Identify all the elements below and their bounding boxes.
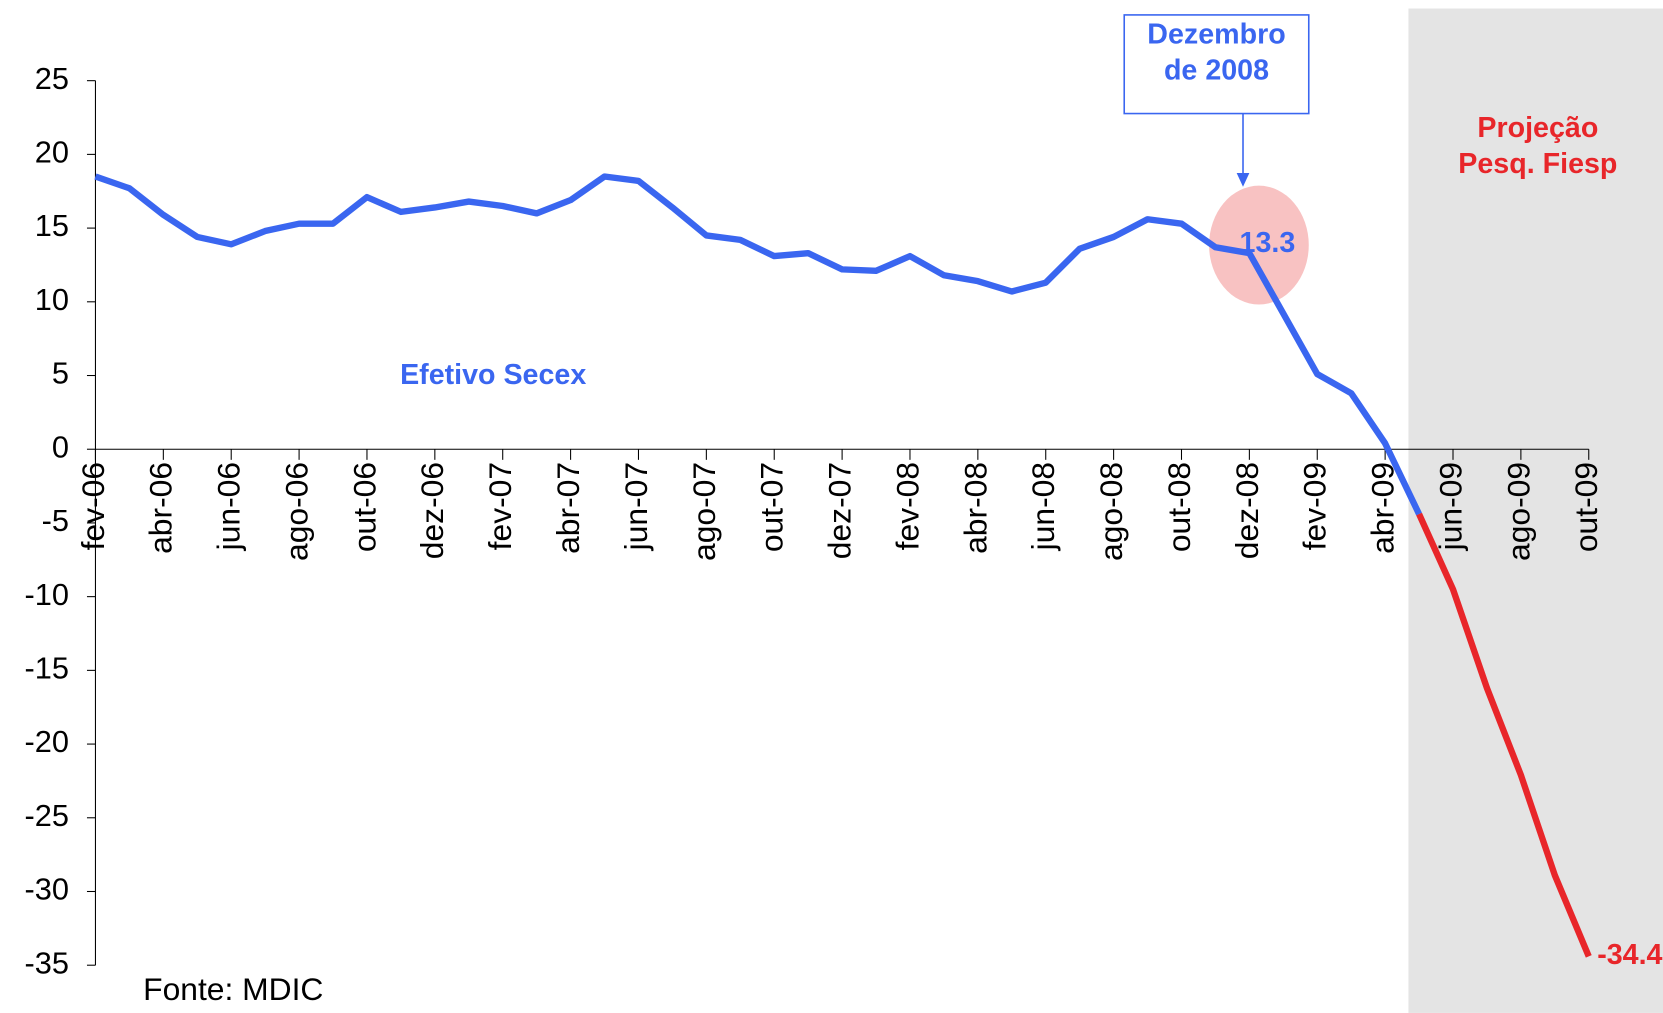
- series-line: [94, 173, 1422, 516]
- x-tick-label: out-06: [346, 462, 382, 552]
- x-tick-label: out-07: [754, 462, 790, 552]
- y-tick-label: 25: [35, 61, 69, 96]
- legend-fo: Projeção Pesq. Fiesp: [1458, 111, 1618, 180]
- data-label: -34.4: [1597, 939, 1662, 971]
- x-tick-label: fev-07: [482, 462, 518, 550]
- x-tick-label: ago-06: [278, 462, 314, 561]
- arrow-head: [1236, 172, 1250, 187]
- annotation-fo: Dezembro de 2008: [1147, 18, 1286, 86]
- projection-region: [1408, 8, 1663, 1013]
- x-tick-label: jun-06: [211, 462, 247, 551]
- x-tick-label: ago-07: [686, 462, 722, 561]
- y-tick-label: -15: [24, 650, 68, 685]
- x-tick-label: abr-08: [957, 462, 993, 554]
- annotation: Dezembro de 2008: [1147, 18, 1286, 86]
- x-tick-label: jun-09: [1432, 462, 1468, 551]
- x-tick-label: ago-08: [1093, 462, 1129, 561]
- y-tick-label: 20: [35, 135, 69, 170]
- x-tick-label: fev-06: [75, 462, 111, 550]
- x-tick-label: out-08: [1161, 462, 1197, 552]
- y-tick-label: -10: [24, 577, 68, 612]
- data-label: 13.3: [1240, 227, 1296, 259]
- x-tick-label: jun-08: [1025, 462, 1061, 551]
- y-tick-label: -30: [24, 872, 68, 907]
- series-line: [1416, 512, 1592, 958]
- legend-entry: Projeção Pesq. Fiesp: [1458, 111, 1618, 180]
- y-tick-label: -25: [24, 798, 68, 833]
- x-tick-label: dez-06: [414, 462, 450, 559]
- source: Fonte: MDIC: [143, 971, 323, 1007]
- highlight-circle: [1209, 185, 1309, 305]
- y-tick-label: -5: [42, 503, 69, 538]
- x-tick-label: abr-09: [1365, 462, 1401, 554]
- y-tick-label: 10: [35, 282, 69, 317]
- x-tick-label: jun-07: [618, 462, 654, 551]
- x-tick-label: dez-08: [1229, 462, 1265, 559]
- x-tick-label: abr-06: [143, 462, 179, 554]
- y-tick-label: -20: [24, 724, 68, 759]
- x-tick-label: dez-07: [822, 462, 858, 559]
- x-tick-label: fev-09: [1297, 462, 1333, 550]
- x-tick-label: out-09: [1568, 462, 1604, 552]
- x-tick-label: ago-09: [1500, 462, 1536, 561]
- x-tick-label: abr-07: [550, 462, 586, 554]
- x-tick-label: fev-08: [889, 462, 925, 550]
- y-tick-label: 0: [52, 429, 69, 464]
- legend-entry: Efetivo Secex: [400, 359, 586, 391]
- y-tick-label: -35: [24, 945, 68, 980]
- annotation-box: [1123, 14, 1310, 115]
- y-tick-label: 5: [52, 356, 69, 391]
- y-tick-label: 15: [35, 208, 69, 243]
